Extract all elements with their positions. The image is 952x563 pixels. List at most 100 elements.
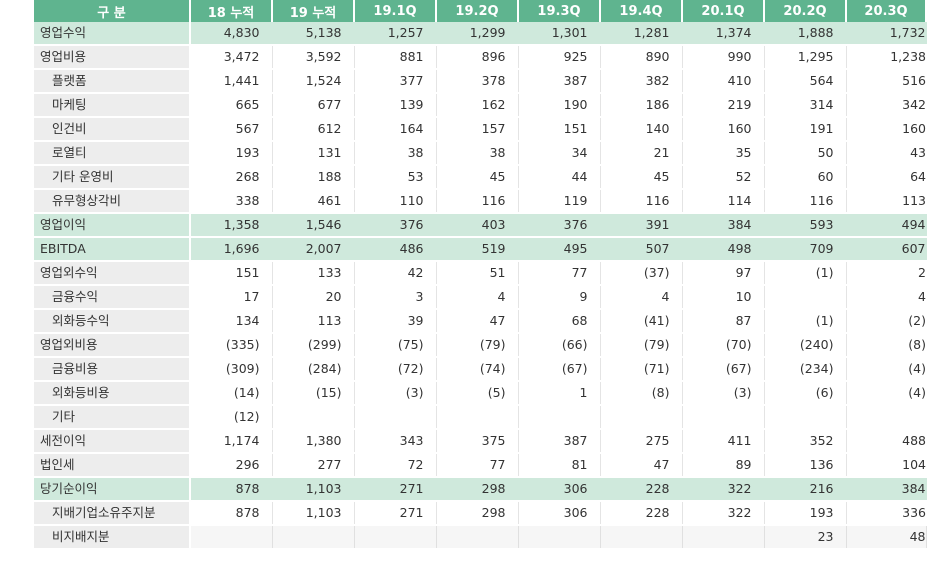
- table-cell: 160: [682, 117, 765, 142]
- table-cell: 47: [436, 309, 519, 334]
- table-cell: (2): [846, 309, 926, 334]
- table-cell: (4): [846, 357, 926, 382]
- column-header-period: 19 누적: [272, 0, 355, 22]
- table-cell: 116: [600, 189, 683, 214]
- table-cell: [354, 525, 437, 550]
- table-cell: 104: [846, 453, 926, 478]
- table-cell: 411: [682, 429, 765, 454]
- table-cell: 410: [682, 69, 765, 94]
- table-cell: 87: [682, 309, 765, 334]
- row-label: 영업수익: [34, 22, 191, 46]
- table-cell: (66): [518, 333, 601, 358]
- row-label: 기타: [34, 405, 191, 430]
- table-cell: (234): [764, 357, 847, 382]
- table-cell: [518, 405, 601, 430]
- table-row: 영업외비용 (335) (299) (75) (79) (66) (79) (70) (240)…: [34, 333, 926, 358]
- column-header-period: 19.2Q: [436, 0, 519, 22]
- table-cell: (8): [846, 333, 926, 358]
- table-cell: (12): [190, 405, 273, 430]
- table-cell: [682, 525, 765, 550]
- table-cell: 391: [600, 213, 683, 238]
- table-cell: 1,281: [600, 22, 683, 46]
- table-cell: 1,441: [190, 69, 273, 94]
- table-cell: 896: [436, 45, 519, 70]
- table-cell: (67): [518, 357, 601, 382]
- table-cell: (309): [190, 357, 273, 382]
- table-cell: 2: [846, 261, 926, 286]
- table-cell: 140: [600, 117, 683, 142]
- table-cell: 4: [600, 285, 683, 310]
- table-cell: 890: [600, 45, 683, 70]
- table-cell: (79): [600, 333, 683, 358]
- table-cell: 314: [764, 93, 847, 118]
- table-cell: [764, 285, 847, 310]
- table-cell: 43: [846, 141, 926, 166]
- table-cell: 1,103: [272, 477, 355, 502]
- table-cell: 612: [272, 117, 355, 142]
- table-cell: 4: [846, 285, 926, 310]
- column-header-category: 구 분: [34, 0, 191, 22]
- row-label: EBITDA: [34, 237, 191, 262]
- table-body: 영업수익 4,830 5,138 1,257 1,299 1,301 1,281 1,374 1…: [34, 22, 927, 550]
- table-row: 영업이익 1,358 1,546 376 403 376 391 384 593 494: [34, 213, 927, 238]
- table-cell: 376: [354, 213, 437, 238]
- table-row: 유무형상각비 338 461 110 116 119 116 114 116 113: [34, 189, 926, 214]
- table-row: 세전이익 1,174 1,380 343 375 387 275 411 352 488: [34, 429, 926, 454]
- table-cell: 1,299: [436, 22, 519, 46]
- table-cell: 322: [682, 477, 765, 502]
- row-label: 금융비용: [34, 357, 191, 382]
- table-cell: (5): [436, 381, 519, 406]
- table-row: 마케팅 665 677 139 162 190 186 219 314 342: [34, 93, 926, 118]
- table-cell: 45: [600, 165, 683, 190]
- table-cell: 516: [846, 69, 926, 94]
- table-cell: 50: [764, 141, 847, 166]
- table-cell: 17: [190, 285, 273, 310]
- table-cell: 44: [518, 165, 601, 190]
- table-cell: 21: [600, 141, 683, 166]
- header-row: 구 분 18 누적 19 누적 19.1Q 19.2Q 19.3Q 19.4Q 20.1Q 20…: [34, 0, 927, 22]
- table-cell: 352: [764, 429, 847, 454]
- table-cell: 488: [846, 429, 926, 454]
- table-cell: (37): [600, 261, 683, 286]
- table-cell: 1,524: [272, 69, 355, 94]
- table-cell: (299): [272, 333, 355, 358]
- table-cell: 164: [354, 117, 437, 142]
- table-cell: [354, 405, 437, 430]
- table-cell: 5,138: [272, 22, 355, 46]
- table-cell: [436, 405, 519, 430]
- table-cell: 34: [518, 141, 601, 166]
- table-cell: (1): [764, 261, 847, 286]
- table-cell: (240): [764, 333, 847, 358]
- table-cell: 48: [846, 525, 927, 550]
- table-cell: (72): [354, 357, 437, 382]
- table-cell: 342: [846, 93, 926, 118]
- table-cell: (79): [436, 333, 519, 358]
- table-cell: (15): [272, 381, 355, 406]
- table-cell: 495: [518, 237, 601, 262]
- table-cell: [190, 525, 273, 550]
- row-label: 외화등비용: [34, 381, 191, 406]
- table-cell: (3): [354, 381, 437, 406]
- table-cell: 1,888: [764, 22, 847, 46]
- table-row: 영업외수익 151 133 42 51 77 (37) 97 (1) 2: [34, 261, 926, 286]
- table-cell: [436, 525, 519, 550]
- table-cell: 1,301: [518, 22, 601, 46]
- table-row: 외화등비용 (14) (15) (3) (5) 1 (8) (3) (6) (4): [34, 381, 926, 406]
- table-cell: 97: [682, 261, 765, 286]
- table-cell: 298: [436, 501, 519, 526]
- table-cell: 60: [764, 165, 847, 190]
- row-label: 세전이익: [34, 429, 191, 454]
- table-row: 외화등수익 134 113 39 47 68 (41) 87 (1) (2): [34, 309, 926, 334]
- table-row: 영업비용 3,472 3,592 881 896 925 890 990 1,295 1,238: [34, 45, 926, 70]
- table-cell: 64: [846, 165, 926, 190]
- table-cell: 1,295: [764, 45, 847, 70]
- table-cell: 507: [600, 237, 683, 262]
- table-cell: 10: [682, 285, 765, 310]
- table-cell: 114: [682, 189, 765, 214]
- row-label: 비지배지분: [34, 525, 191, 550]
- table-cell: 271: [354, 501, 437, 526]
- financial-table: 구 분 18 누적 19 누적 19.1Q 19.2Q 19.3Q 19.4Q 20.1Q 20…: [34, 0, 927, 550]
- table-cell: [272, 525, 355, 550]
- table-cell: 134: [190, 309, 273, 334]
- table-cell: (70): [682, 333, 765, 358]
